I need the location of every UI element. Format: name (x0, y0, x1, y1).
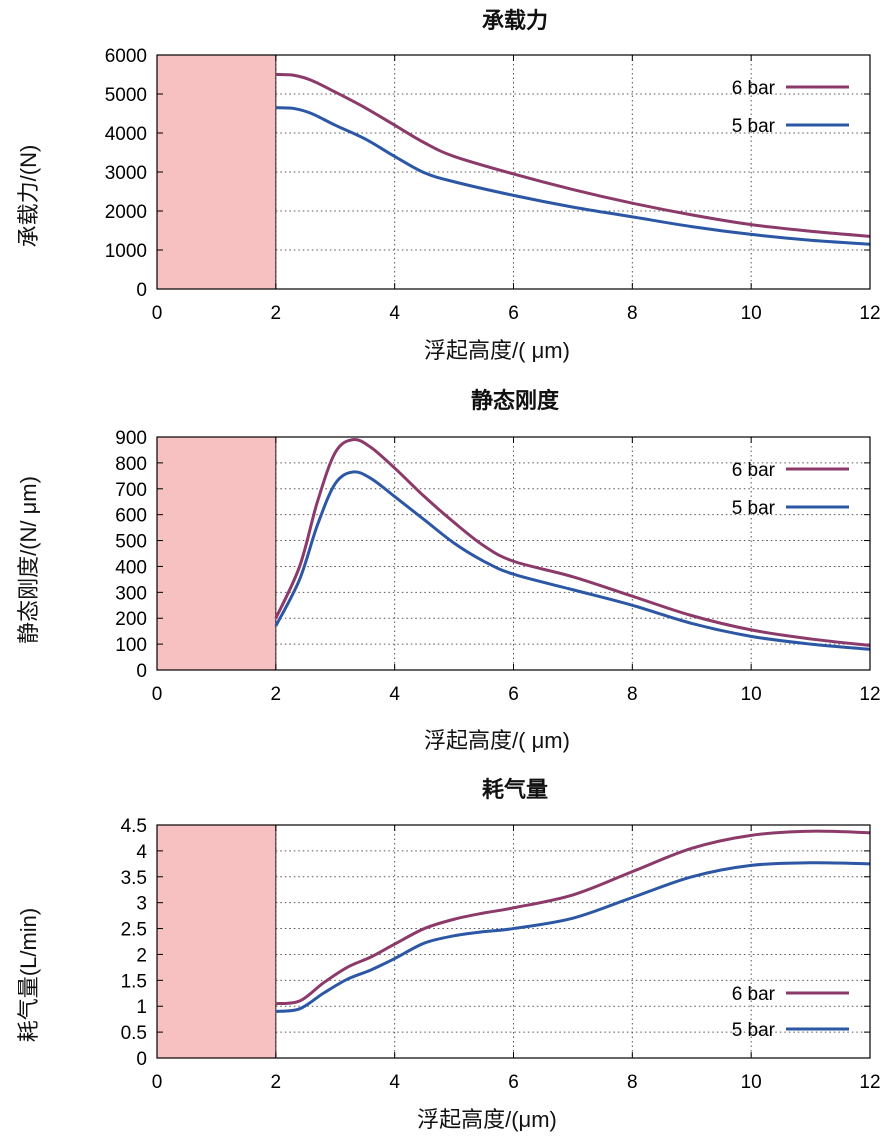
x-tick-label: 4 (389, 303, 400, 324)
series-line (275, 106, 871, 246)
legend-label: 5 bar (732, 116, 776, 137)
y-tick-label: 600 (115, 506, 147, 527)
y-tick-label: 3000 (105, 163, 147, 184)
y-tick-label: 1 (136, 997, 147, 1018)
x-tick-label: 10 (741, 1072, 762, 1093)
plot-frame (156, 436, 871, 671)
x-tick-label: 10 (741, 684, 762, 705)
series-line (275, 861, 871, 1013)
y-tick-label: 4000 (105, 124, 147, 145)
y-tick-label: 100 (115, 635, 147, 656)
plot-frame (156, 824, 871, 1059)
chart-panel-static-stiffness: 静态刚度 静态刚度/(N/ μm) 浮起高度/( μm) 0 2 4 6 8 10 12 0 1… (16, 388, 881, 753)
y-tick-label: 400 (115, 557, 147, 578)
y-tick-label: 300 (115, 583, 147, 604)
shaded-region (157, 437, 276, 670)
x-tick-label: 0 (152, 1072, 163, 1093)
x-axis-label: 浮起高度/(μm) (417, 1107, 557, 1132)
y-tick-label: 0 (136, 280, 147, 301)
x-tick-label: 8 (627, 1072, 638, 1093)
y-tick-label: 1.5 (121, 971, 147, 992)
chart-title: 耗气量 (482, 777, 548, 802)
x-tick-label: 8 (627, 303, 638, 324)
y-tick-label: 2.5 (121, 920, 147, 941)
y-tick-label: 3.5 (121, 868, 147, 889)
y-tick-label: 6000 (105, 46, 147, 67)
plot-frame (156, 54, 871, 290)
series-line (274, 437, 871, 647)
shaded-region (157, 55, 276, 289)
x-tick-label: 12 (859, 684, 880, 705)
x-axis-label: 浮起高度/( μm) (424, 728, 570, 753)
y-tick-label: 2000 (105, 202, 147, 223)
y-tick-label: 2 (136, 945, 147, 966)
chart-title: 静态刚度 (471, 388, 560, 413)
x-tick-label: 6 (508, 684, 519, 705)
series-line (274, 470, 871, 651)
y-tick-label: 800 (115, 454, 147, 475)
x-tick-label: 12 (859, 303, 880, 324)
y-tick-label: 0 (136, 1049, 147, 1070)
x-tick-label: 4 (389, 684, 400, 705)
y-tick-label: 4.5 (121, 816, 147, 837)
x-tick-label: 2 (271, 684, 282, 705)
y-tick-label: 500 (115, 532, 147, 553)
x-tick-label: 12 (859, 1072, 880, 1093)
x-tick-label: 2 (271, 1072, 282, 1093)
x-tick-label: 10 (741, 303, 762, 324)
legend-label: 6 bar (732, 984, 776, 1005)
chart-title: 承载力 (482, 8, 548, 33)
x-tick-label: 4 (389, 1072, 400, 1093)
y-axis-label: 静态刚度/(N/ μm) (16, 476, 41, 644)
x-tick-label: 0 (152, 684, 163, 705)
x-tick-label: 2 (271, 303, 282, 324)
y-tick-label: 3 (136, 894, 147, 915)
y-tick-label: 0 (136, 661, 147, 682)
legend-label: 5 bar (732, 498, 776, 519)
series-line (275, 829, 871, 1006)
chart-panel-air-consumption: 耗气量 耗气量(L/min) 浮起高度/(μm) 0 2 4 6 8 10 12 0 0.5 1 1… (16, 777, 881, 1132)
chart-panel-bearing-force: 承载力 承载力/(N) 浮起高度/( μm) 0 2 4 6 8 10 12 0 1000 200… (16, 8, 881, 363)
y-tick-label: 1000 (105, 241, 147, 262)
legend-label: 6 bar (732, 78, 776, 99)
x-tick-label: 6 (508, 1072, 519, 1093)
legend-label: 5 bar (732, 1020, 776, 1041)
x-tick-label: 0 (152, 303, 163, 324)
y-tick-label: 5000 (105, 85, 147, 106)
x-tick-label: 8 (627, 684, 638, 705)
y-tick-label: 0.5 (121, 1023, 147, 1044)
y-tick-label: 700 (115, 480, 147, 501)
legend-label: 6 bar (732, 460, 776, 481)
y-tick-label: 200 (115, 609, 147, 630)
series-line (275, 73, 871, 238)
shaded-region (157, 825, 276, 1058)
y-axis-label: 耗气量(L/min) (16, 908, 41, 1042)
y-tick-label: 900 (115, 428, 147, 449)
y-axis-label: 承载力/(N) (16, 145, 41, 248)
x-axis-label: 浮起高度/( μm) (424, 338, 570, 363)
x-tick-label: 6 (508, 303, 519, 324)
y-tick-label: 4 (136, 842, 147, 863)
